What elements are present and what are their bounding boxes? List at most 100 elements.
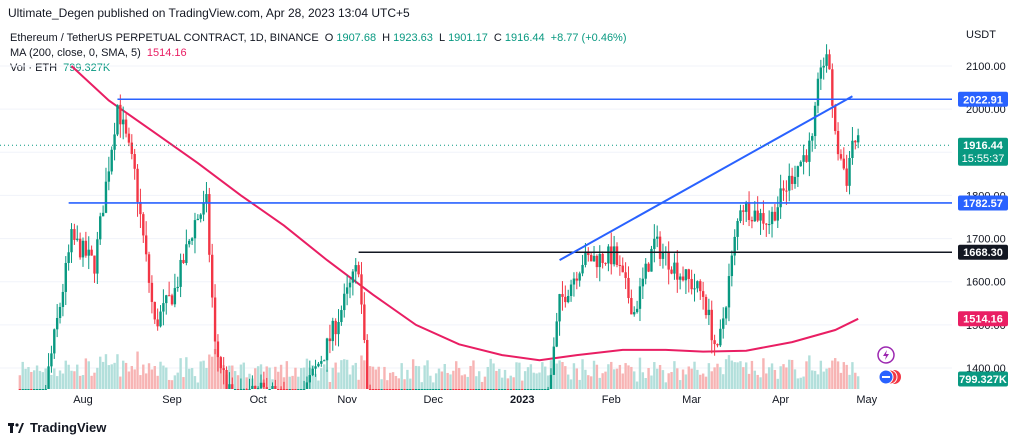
- volume-bar: [742, 367, 745, 389]
- volume-bar: [44, 368, 47, 389]
- volume-bar: [136, 351, 139, 389]
- candle-body: [242, 389, 245, 390]
- candle-body: [667, 251, 670, 270]
- volume-bar: [432, 382, 435, 389]
- volume-bar: [231, 365, 234, 389]
- volume-bar: [480, 381, 484, 389]
- candle-body: [555, 321, 558, 347]
- ma-200-line: [70, 65, 859, 362]
- volume-bar: [391, 372, 395, 389]
- candle-body: [271, 386, 274, 389]
- volume-bar: [81, 375, 85, 389]
- candle-body: [750, 220, 754, 222]
- candle-body: [512, 389, 515, 390]
- volume-bar: [277, 371, 280, 389]
- candle-body: [736, 220, 739, 237]
- volume-bars: [18, 349, 860, 389]
- volume-bar: [503, 369, 507, 389]
- candle-body: [569, 284, 573, 296]
- volume-bar: [104, 354, 108, 389]
- candle-body: [684, 269, 688, 281]
- volume-bar: [466, 376, 469, 389]
- volume-bar: [561, 362, 564, 389]
- volume-bar: [727, 355, 731, 389]
- candle-body: [116, 104, 119, 135]
- volume-bar: [311, 365, 314, 389]
- candle-body: [724, 307, 728, 319]
- volume-bar: [604, 371, 607, 389]
- candle-body: [119, 104, 122, 125]
- candle-body: [176, 286, 179, 289]
- candle-body: [842, 158, 846, 169]
- candle-body: [104, 181, 108, 213]
- volume-bar: [716, 363, 719, 389]
- candle-body: [179, 259, 182, 287]
- volume-bar: [722, 374, 725, 389]
- candle-body: [136, 168, 139, 202]
- candle-body: [403, 389, 406, 390]
- volume-bar: [724, 359, 728, 389]
- candle-body: [288, 389, 291, 390]
- close-value: 1916.44: [504, 32, 545, 44]
- time-axis: Aug Sep Oct Nov Dec 2023 Feb Mar Apr May: [73, 394, 877, 406]
- volume-bar: [492, 363, 495, 389]
- candle-body: [790, 175, 794, 184]
- candle-body: [437, 389, 441, 390]
- candle-body: [483, 389, 487, 390]
- candle-body: [354, 265, 357, 272]
- volume-bar: [380, 379, 383, 389]
- volume-bar: [704, 376, 708, 389]
- volume-bar: [638, 357, 642, 389]
- volume-bar: [386, 380, 389, 389]
- earnings-flag-icon[interactable]: [878, 369, 901, 385]
- volume-bar: [21, 361, 24, 389]
- volume-bar: [552, 368, 556, 389]
- candle-body: [647, 263, 650, 272]
- candle-body: [713, 340, 716, 345]
- candle-body: [251, 385, 254, 389]
- change-value: +8.77 (+0.46%): [550, 32, 627, 44]
- candle-body: [650, 248, 653, 272]
- candle-body: [142, 214, 145, 236]
- y-tick-label: 2000.00: [966, 104, 1006, 116]
- volume-bar: [144, 373, 148, 389]
- volume-bar: [317, 380, 320, 389]
- volume-bar: [719, 367, 722, 389]
- volume-bar: [618, 364, 622, 389]
- candle-body: [486, 389, 490, 390]
- volume-bar: [701, 373, 705, 389]
- currency-label: USDT: [966, 29, 996, 41]
- volume-bar: [526, 367, 530, 389]
- candle-body: [696, 281, 699, 289]
- volume-bar: [811, 370, 814, 389]
- candle-body: [331, 320, 334, 342]
- candle-body: [133, 154, 136, 169]
- candle-body: [368, 389, 372, 390]
- candle-body: [248, 389, 251, 390]
- volume-bar: [239, 364, 243, 389]
- volume-bar: [854, 372, 857, 389]
- candle-body: [687, 269, 690, 279]
- candle-body: [299, 389, 303, 390]
- candle-body: [578, 273, 581, 281]
- ma-label: MA (200, close, 0, SMA, 5): [10, 47, 141, 59]
- lightning-icon[interactable]: [877, 346, 895, 364]
- volume-bar: [762, 358, 765, 389]
- candle-body: [374, 389, 378, 390]
- price-chart[interactable]: USDT 2100.002000.001900.001800.001700.00…: [0, 22, 1024, 417]
- volume-bar: [156, 375, 159, 389]
- volume-bar: [185, 357, 188, 389]
- volume-bar: [213, 349, 217, 389]
- volume-bar: [793, 369, 797, 389]
- candle-body: [544, 389, 547, 390]
- tradingview-brand: TradingView: [30, 420, 107, 435]
- volume-bar: [210, 356, 214, 389]
- volume-bar: [506, 378, 510, 389]
- candle-body: [704, 296, 708, 316]
- candle-body: [24, 389, 27, 390]
- volume-bar: [76, 364, 79, 389]
- candle-body: [475, 389, 478, 390]
- volume-label: Vol · ETH: [10, 62, 58, 74]
- volume-bar: [124, 362, 128, 389]
- candle-body: [701, 291, 705, 297]
